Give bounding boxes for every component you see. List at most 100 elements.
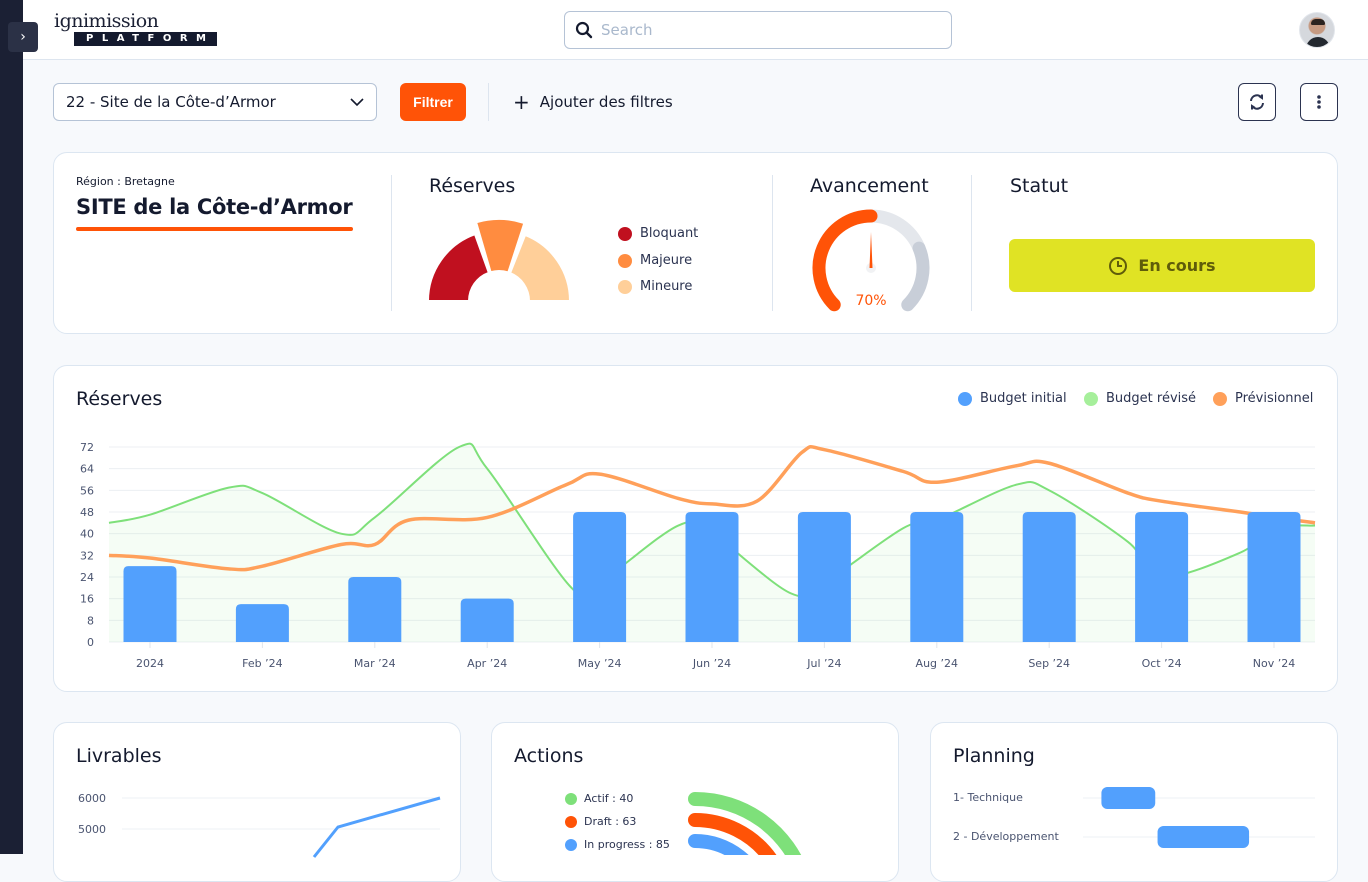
legend-dot (618, 253, 632, 268)
chevron-right-icon: › (20, 29, 26, 45)
y-tick-label: 40 (80, 528, 94, 541)
bar-0 (123, 566, 177, 642)
chevron-down-icon (350, 98, 364, 107)
x-tick-label: Oct ’24 (1142, 657, 1182, 670)
user-avatar[interactable] (1299, 12, 1335, 48)
x-tick-label: Jun ’24 (692, 657, 731, 670)
legend-dot (565, 815, 577, 828)
legend-draft: Draft : 63 (565, 815, 636, 828)
reserves-title: Réserves (429, 175, 516, 197)
region-label: Région : Bretagne (76, 175, 175, 188)
logo[interactable]: ignimission PLATFORM (54, 10, 217, 46)
more-options-button[interactable] (1300, 83, 1338, 121)
sidebar-toggle-button[interactable]: › (8, 22, 38, 52)
status-badge: En cours (1009, 239, 1315, 292)
search-box[interactable] (564, 11, 952, 49)
legend-dot (1213, 391, 1227, 406)
gauge-fill (812, 209, 878, 312)
livrables-line (312, 796, 441, 858)
add-filters-button[interactable]: + Ajouter des filtres (513, 83, 673, 121)
planning-gantt (1083, 787, 1315, 848)
clock-icon (1109, 256, 1128, 275)
reserves-chart-card: Réserves Budget initial Budget révisé Pr… (53, 365, 1338, 692)
refresh-button[interactable] (1238, 83, 1276, 121)
logo-platform: PLATFORM (74, 32, 217, 46)
bar-1 (235, 604, 289, 642)
statut-title: Statut (1010, 175, 1069, 197)
legend-label: In progress : 85 (584, 838, 670, 851)
y-tick-label: 24 (80, 571, 94, 584)
y-tick-label: 6000 (78, 792, 106, 805)
gantt-bar (1101, 787, 1156, 809)
site-select[interactable]: 22 - Site de la Côte-d’Armor (53, 83, 377, 121)
planning-title: Planning (953, 745, 1035, 767)
plus-icon: + (513, 90, 530, 114)
y-tick-label: 0 (87, 636, 94, 649)
gauge-value: 70% (855, 293, 886, 309)
x-tick-label: Nov ’24 (1253, 657, 1295, 670)
donut-segment-majeure (475, 218, 526, 274)
legend-dot (958, 391, 972, 406)
x-tick-label: Mar ’24 (354, 657, 396, 670)
gauge-track (901, 241, 930, 312)
bar-6 (797, 512, 851, 642)
divider (971, 175, 972, 311)
filter-button[interactable]: Filtrer (400, 83, 466, 121)
legend-label: Bloquant (640, 226, 699, 241)
x-tick-label: Apr ’24 (467, 657, 507, 670)
gauge-track (870, 209, 926, 251)
line-previsionnel (108, 444, 1316, 572)
legend-previsionnel[interactable]: Prévisionnel (1213, 391, 1313, 406)
y-tick-label: 16 (80, 593, 94, 606)
legend-label: Majeure (640, 253, 693, 268)
radial-bar-actif (688, 792, 802, 855)
site-title: SITE de la Côte-d’Armor (76, 195, 353, 219)
reserves-chart: 0 8 16 24 32 40 48 56 64 72 2024 Feb ’24 Mar ’24 Apr … (80, 441, 1316, 670)
livrables-title: Livrables (76, 745, 162, 767)
y-tick-label: 8 (87, 614, 94, 627)
x-tick-label: Jul ’24 (806, 657, 841, 670)
legend-budget-initial[interactable]: Budget initial (958, 391, 1067, 406)
status-label: En cours (1138, 256, 1216, 275)
topbar: ignimission PLATFORM (23, 0, 1368, 60)
donut-segment-bloquant (427, 233, 490, 302)
radial-bar-in-progress (688, 834, 749, 855)
avancement-title: Avancement (810, 175, 929, 197)
sidebar (0, 0, 23, 854)
site-select-value: 22 - Site de la Côte-d’Armor (66, 93, 276, 111)
actions-radial-chart (688, 792, 802, 855)
bar-8 (1022, 512, 1076, 642)
legend-dot (618, 279, 632, 294)
divider (391, 175, 392, 311)
add-filters-label: Ajouter des filtres (539, 93, 673, 111)
more-vertical-icon (1317, 95, 1321, 109)
bar-2 (348, 577, 402, 642)
gantt-bar (1157, 826, 1250, 848)
legend-label: Actif : 40 (584, 792, 634, 805)
legend-label: Budget révisé (1106, 391, 1197, 406)
legend-mineure: Mineure (618, 279, 692, 294)
logo-wordmark: ignimission (54, 10, 159, 32)
chart-title: Réserves (76, 388, 163, 410)
y-tick-label: 56 (80, 484, 94, 497)
legend-in-progress: In progress : 85 (565, 838, 670, 851)
title-underline (76, 227, 353, 231)
legend-dot (1084, 391, 1098, 406)
legend-budget-revise[interactable]: Budget révisé (1084, 391, 1196, 406)
legend-majeure: Majeure (618, 253, 692, 268)
legend-label: Prévisionnel (1235, 391, 1314, 406)
legend-dot (565, 792, 577, 805)
x-tick-label: May ’24 (578, 657, 622, 670)
search-input[interactable] (601, 21, 931, 39)
y-tick-label: 64 (80, 463, 94, 476)
bar-9 (1135, 512, 1189, 642)
refresh-icon (1250, 94, 1264, 110)
x-tick-label: Aug ’24 (916, 657, 958, 670)
y-tick-label: 5000 (78, 823, 106, 836)
planning-card: Planning 1- Technique 2 - Développement (930, 722, 1338, 882)
legend-actif: Actif : 40 (565, 792, 633, 805)
legend-label: Draft : 63 (584, 815, 637, 828)
divider (488, 83, 489, 121)
radial-bar-draft (688, 813, 777, 855)
legend-dot (618, 226, 632, 241)
